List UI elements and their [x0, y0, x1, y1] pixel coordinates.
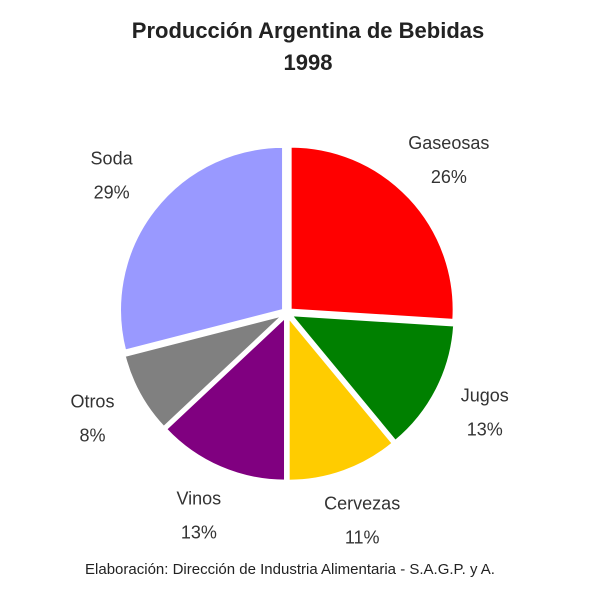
slice-label: Soda [91, 149, 134, 169]
value-label: 11% [345, 528, 380, 548]
slice-label: Otros [70, 392, 114, 412]
pie-slice [123, 314, 284, 429]
slice-label: Cervezas [324, 494, 400, 514]
pie-slice [119, 145, 285, 352]
value-label: 8% [79, 426, 105, 446]
pie-slice [289, 145, 455, 321]
slice-label: Gaseosas [408, 133, 489, 153]
pie-slice [164, 315, 287, 482]
value-label: 13% [181, 522, 217, 542]
pie-slice [289, 314, 456, 443]
value-label: 29% [94, 183, 130, 203]
value-label: 26% [431, 167, 467, 187]
value-label: 13% [467, 420, 503, 440]
footnote: Elaboración: Dirección de Industria Alim… [85, 561, 495, 578]
chart-subtitle: 1998 [284, 50, 333, 75]
slice-label: Jugos [461, 386, 509, 406]
slice-label: Vinos [176, 488, 221, 508]
chart-title: Producción Argentina de Bebidas [132, 18, 484, 43]
pie-slice [287, 314, 395, 482]
